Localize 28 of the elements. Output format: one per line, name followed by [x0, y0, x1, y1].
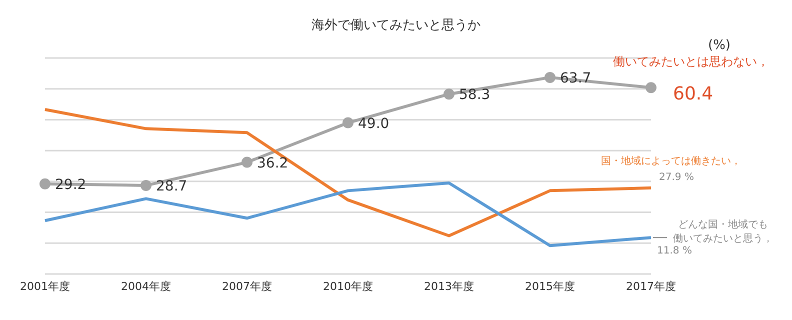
y-axis-title: (%) [708, 38, 730, 53]
point [242, 156, 252, 168]
data-label: 63.7 [560, 70, 592, 86]
data-label: 11.8 % [657, 246, 692, 257]
data-label: 58.3 [459, 87, 490, 104]
data-label: 49.0 [358, 116, 390, 132]
x-tick-label: 2007年度 [222, 280, 272, 293]
point [544, 72, 556, 83]
point [444, 88, 454, 100]
point [40, 178, 50, 190]
data-label: 27.9 % [659, 172, 694, 183]
point [646, 82, 656, 94]
data-label: 28.7 [156, 178, 188, 194]
x-tick-label: 2017年度 [626, 280, 676, 293]
series-label: 働いてみたいとは思わない， [613, 54, 769, 69]
data-label: 36.2 [257, 155, 288, 172]
x-tick-label: 2001年度 [20, 280, 70, 293]
x-tick-label: 2004年度 [121, 280, 171, 293]
point [140, 180, 152, 191]
data-label: 29.2 [55, 176, 86, 193]
point [342, 117, 354, 128]
text: 国・地域によっては働きたい， [601, 154, 741, 167]
text: どんな国・地域でも働いてみたいと思う， [673, 218, 773, 245]
data-label: 60.4 [673, 84, 714, 105]
x-tick-label: 2015年度 [525, 280, 575, 293]
chart-title: 海外で働いてみたいと思うか [310, 17, 482, 34]
x-tick-label: 2013年度 [424, 280, 474, 293]
x-tick-label: 2010年度 [323, 280, 373, 293]
